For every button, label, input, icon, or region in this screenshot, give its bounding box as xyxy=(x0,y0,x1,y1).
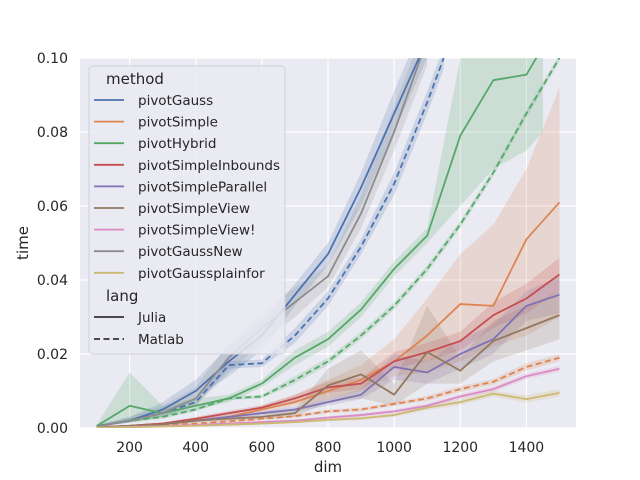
band-pivotsimple-julia xyxy=(96,87,560,428)
legend-label-matlab: Matlab xyxy=(138,332,184,348)
legend-style-items: Julia Matlab xyxy=(94,310,184,348)
line-pivotsimpleview-julia xyxy=(96,314,560,428)
line-pivotsimpleinbounds-julia xyxy=(96,273,560,428)
x-tick-label: 600 xyxy=(248,440,275,456)
line-pivotsimple-matlab xyxy=(96,356,560,428)
x-tick-labels: 200 400 600 800 1000 1200 1400 xyxy=(116,440,544,456)
x-tick-label: 800 xyxy=(315,440,342,456)
y-tick-label: 0.04 xyxy=(37,273,68,289)
x-tick-label: 1000 xyxy=(376,440,412,456)
legend-label-pivotgaussplainfor: pivotGaussplainfor xyxy=(138,266,265,282)
legend-items: pivotGauss pivotSimple pivotHybrid pivotSim… xyxy=(94,93,280,282)
legend-label-pivothybrid: pivotHybrid xyxy=(138,136,216,152)
legend-title-method: method xyxy=(106,70,164,88)
legend-label-pivotsimple: pivotSimple xyxy=(138,115,218,131)
legend-label-pivotsimpleview: pivotSimpleView! xyxy=(138,223,255,239)
band-pivotsimple-matlab xyxy=(96,354,560,428)
line-pivothybrid-julia xyxy=(96,58,538,427)
legend-label-pivotgaussnew: pivotGaussNew xyxy=(138,244,243,260)
legend-label-pivotgauss: pivotGauss xyxy=(138,93,213,109)
y-tick-label: 0.08 xyxy=(37,125,68,141)
band-pivothybrid-julia xyxy=(96,58,543,427)
legend-label-pivotsimpleparallel: pivotSimpleParallel xyxy=(138,179,267,195)
x-tick-label: 400 xyxy=(182,440,209,456)
series-lines xyxy=(96,58,561,428)
legend-label-pivotsimpleview: pivotSimpleView xyxy=(138,201,250,217)
legend-label-pivotsimpleinbounds: pivotSimpleInbounds xyxy=(138,158,280,174)
legend-box xyxy=(88,65,286,355)
y-tick-label: 0.06 xyxy=(37,199,68,215)
x-tick-label: 1200 xyxy=(442,440,478,456)
y-tick-label: 0.02 xyxy=(37,347,68,363)
legend-label-julia: Julia xyxy=(137,310,166,326)
line-pivotgaussplainfor-julia xyxy=(96,391,560,428)
y-axis-title: time xyxy=(14,226,32,260)
legend: method pivotGausspivotSimplepivotHybridp… xyxy=(88,65,286,355)
x-tick-label: 1400 xyxy=(509,440,545,456)
y-tick-label: 0.10 xyxy=(37,51,68,67)
x-tick-label: 200 xyxy=(116,440,143,456)
band-pivotsimpleview-julia xyxy=(96,365,560,428)
line-pivothybrid-matlab xyxy=(96,58,561,428)
band-pivotsimpleinbounds-julia xyxy=(96,257,560,428)
x-axis-title: dim xyxy=(314,458,342,476)
band-pivotgauss-julia xyxy=(96,58,428,427)
y-tick-labels: 0.00 0.02 0.04 0.06 0.08 0.10 xyxy=(37,51,68,437)
y-tick-label: 0.00 xyxy=(37,421,68,437)
legend-title-lang: lang xyxy=(106,287,138,305)
band-pivotsimpleview-julia xyxy=(96,291,560,428)
